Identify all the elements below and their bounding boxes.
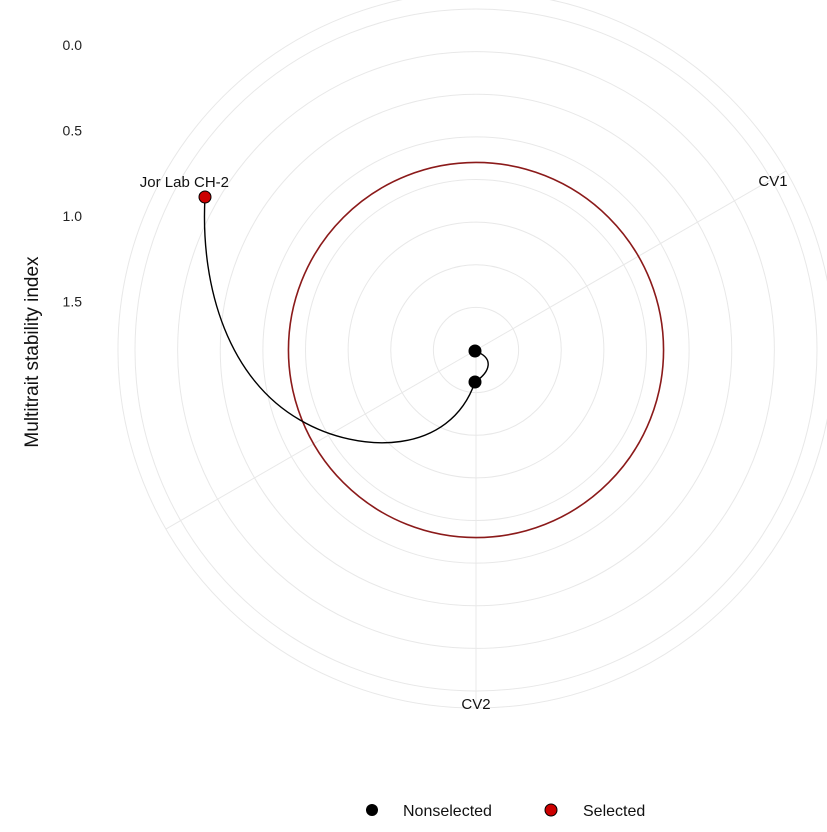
legend-marker-nonselected	[366, 804, 378, 816]
angular-label-cv1: CV1	[758, 173, 787, 190]
point-selected	[198, 190, 212, 204]
radial-tick-label: 1.5	[63, 294, 83, 310]
labels-layer: 0.0 0.5 1.0 1.5 CV1 CV2 Jor Lab CH-2	[63, 37, 788, 713]
path-layer	[203, 196, 489, 444]
ranking-path	[203, 196, 489, 444]
grid-spoke	[165, 349, 477, 530]
cutoff-circle	[287, 161, 665, 539]
legend: Nonselected Selected	[366, 803, 645, 820]
point-nonselected	[468, 344, 482, 358]
radial-tick-label: 1.0	[63, 208, 83, 224]
angular-label-cv2: CV2	[461, 696, 490, 713]
polar-grid	[117, 0, 827, 709]
legend-marker-selected	[544, 803, 558, 817]
radial-tick-label: 0.5	[63, 123, 83, 139]
points-layer	[198, 190, 482, 389]
radial-tick-label: 0.0	[63, 37, 83, 53]
point-label: Jor Lab CH-2	[140, 174, 229, 191]
y-axis-label: Multitrait stability index	[22, 256, 43, 448]
legend-label-selected: Selected	[583, 803, 645, 820]
legend-label-nonselected: Nonselected	[403, 803, 492, 820]
grid-spoke	[475, 170, 787, 351]
point-nonselected	[468, 375, 482, 389]
cutoff-circle-layer	[287, 161, 665, 539]
